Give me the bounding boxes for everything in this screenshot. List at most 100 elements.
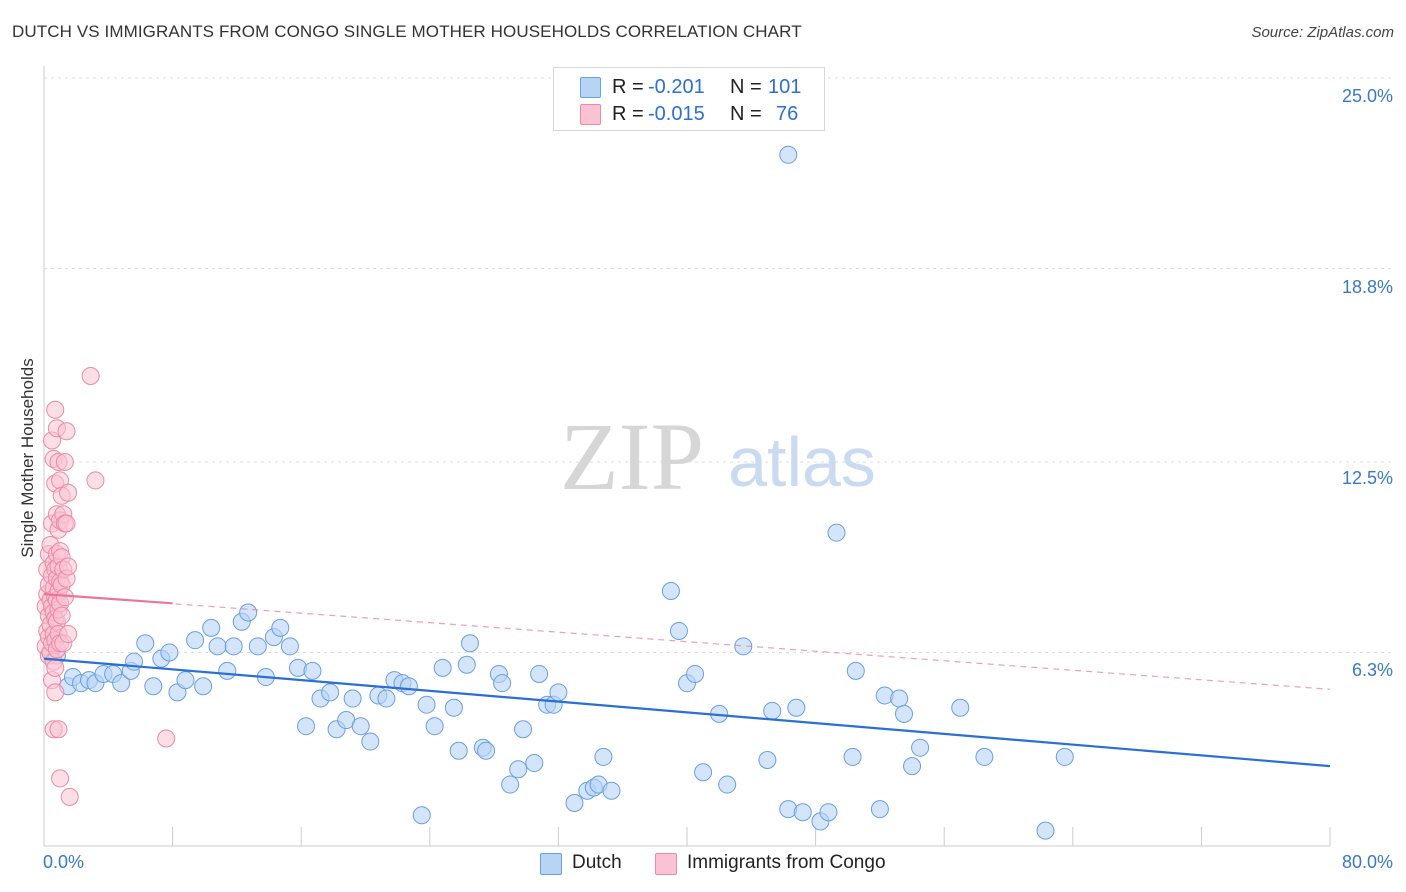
dutch-point <box>903 757 922 776</box>
congo-swatch-icon <box>580 104 601 125</box>
legend-label: Dutch <box>572 852 622 873</box>
dutch-point <box>361 732 380 751</box>
dutch-point <box>827 523 846 542</box>
congo-point <box>46 683 65 702</box>
congo-point <box>81 366 100 385</box>
dutch-point <box>176 671 195 690</box>
dutch-point <box>602 781 621 800</box>
dutch-point <box>444 698 463 717</box>
congo-trend-dashed <box>43 593 1331 690</box>
congo-point <box>59 557 78 576</box>
dutch-point <box>239 603 258 622</box>
watermark: ZIP atlas <box>560 403 876 510</box>
congo-point <box>157 729 176 748</box>
dutch-point <box>514 720 533 739</box>
dutch-point <box>280 637 299 656</box>
dutch-point <box>248 637 267 656</box>
r-value: -0.201 <box>648 76 705 98</box>
dutch-point <box>136 634 155 653</box>
dutch-swatch-icon <box>580 77 601 98</box>
dutch-point <box>594 747 613 766</box>
r-value: -0.015 <box>648 103 705 125</box>
dutch-point <box>911 738 930 757</box>
dutch-point <box>501 775 520 794</box>
congo-point <box>86 471 105 490</box>
stats-row-congo: R = -0.015 N = 76 <box>554 101 824 127</box>
dutch-point <box>194 677 213 696</box>
dutch-point <box>694 763 713 782</box>
dutch-point <box>460 634 479 653</box>
dutch-point <box>870 800 889 819</box>
dutch-point <box>846 661 865 680</box>
watermark-zip: ZIP <box>560 403 704 510</box>
dutch-point <box>793 803 812 822</box>
dutch-point <box>787 698 806 717</box>
dutch-point <box>457 655 476 674</box>
congo-point <box>46 400 65 419</box>
y-tick-label: 12.5% <box>1341 468 1393 488</box>
dutch-point <box>686 664 705 683</box>
dutch-point <box>399 677 418 696</box>
dutch-point <box>779 145 798 164</box>
dutch-point <box>718 775 737 794</box>
r-label: R = <box>612 76 644 98</box>
dutch-point <box>819 803 838 822</box>
dutch-point <box>895 704 914 723</box>
stats-box: R = -0.201 N = 101 R = -0.015 N = 76 <box>553 67 825 131</box>
dutch-point <box>565 793 584 812</box>
congo-point <box>60 787 79 806</box>
dutch-point <box>509 760 528 779</box>
dutch-point <box>661 582 680 601</box>
legend-label: Immigrants from Congo <box>687 852 886 873</box>
dutch-point <box>843 747 862 766</box>
congo-point <box>57 514 76 533</box>
grid-layer <box>44 77 1394 653</box>
dutch-point <box>433 658 452 677</box>
dutch-point <box>160 643 179 662</box>
y-axis-label: Single Mother Households <box>18 358 37 558</box>
dutch-point <box>303 661 322 680</box>
congo-trend-line <box>43 592 173 605</box>
congo-point <box>51 769 70 788</box>
trend-lines <box>43 592 1331 768</box>
dutch-point <box>112 674 131 693</box>
r-label: R = <box>612 103 644 125</box>
dutch-point <box>1055 747 1074 766</box>
n-value: 76 <box>776 103 799 125</box>
congo-point <box>46 658 65 677</box>
dutch-point <box>763 701 782 720</box>
dutch-point <box>890 689 909 708</box>
dutch-point <box>758 750 777 769</box>
dutch-point <box>549 683 568 702</box>
dutch-series <box>47 112 1074 840</box>
dutch-point <box>477 741 496 760</box>
dutch-point <box>202 618 221 637</box>
axis-layer <box>43 66 1331 847</box>
dutch-point <box>343 689 362 708</box>
dutch-point <box>449 741 468 760</box>
dutch-trend-line <box>43 657 1331 768</box>
dutch-point <box>321 683 340 702</box>
dutch-point <box>530 664 549 683</box>
dutch-point <box>1036 821 1055 840</box>
dutch-point <box>377 689 396 708</box>
dutch-point <box>271 618 290 637</box>
n-label: N = <box>730 103 762 125</box>
dutch-point <box>425 717 444 736</box>
dutch-point <box>224 637 243 656</box>
congo-point <box>55 453 74 471</box>
dutch-point <box>208 637 227 656</box>
n-label: N = <box>730 76 762 98</box>
congo-series <box>36 366 176 806</box>
dutch-point <box>493 674 512 693</box>
dutch-legend-icon <box>540 853 562 875</box>
dutch-point <box>417 695 436 714</box>
dutch-point <box>297 717 316 736</box>
y-tick-label: 6.3% <box>1351 660 1393 680</box>
dutch-point <box>351 717 370 736</box>
x-tick-label-left: 0.0% <box>43 852 85 872</box>
chart-title: DUTCH VS IMMIGRANTS FROM CONGO SINGLE MO… <box>12 22 802 41</box>
dutch-point <box>412 806 431 825</box>
dutch-point <box>525 754 544 773</box>
